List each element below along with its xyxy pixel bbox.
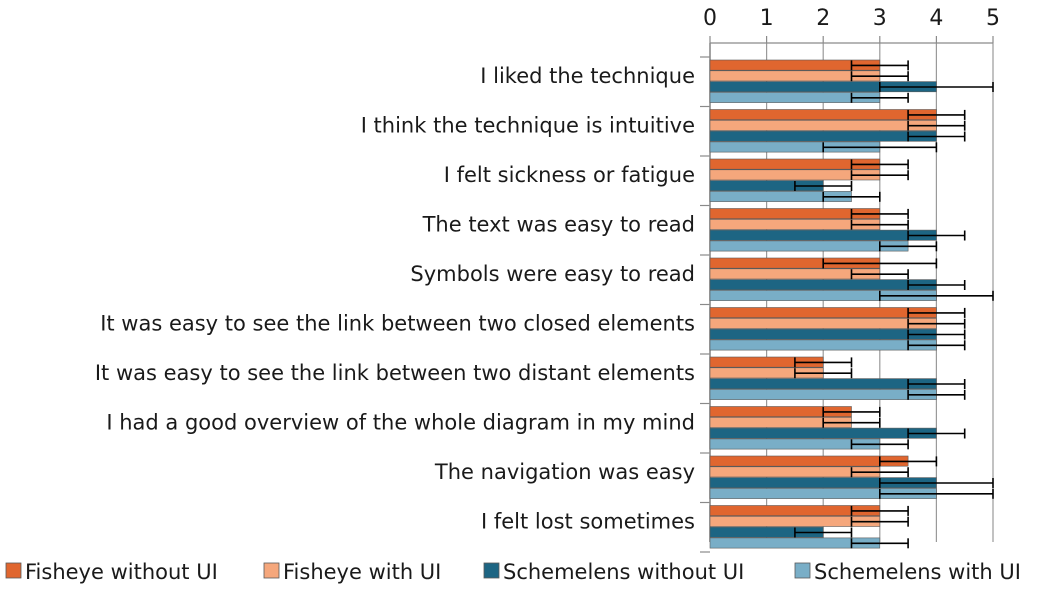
bar-series <box>709 59 937 549</box>
category-label: I felt lost sometimes <box>481 510 695 534</box>
error-bar <box>794 527 853 538</box>
bar <box>709 317 937 329</box>
bar <box>709 389 937 400</box>
legend-swatch <box>483 562 500 579</box>
error-bar <box>850 92 909 103</box>
category-label: I liked the technique <box>480 64 695 88</box>
error-bar <box>907 280 966 290</box>
category-label: The text was easy to read <box>422 213 695 237</box>
x-tick-label: 1 <box>760 6 774 31</box>
category-label: I had a good overview of the whole diagr… <box>106 411 695 435</box>
error-bar <box>878 290 994 301</box>
error-bars <box>794 60 994 549</box>
error-bar <box>907 307 966 318</box>
error-bar <box>878 82 994 92</box>
error-bar <box>907 131 966 142</box>
legend-label: Fisheye with UI <box>283 560 441 584</box>
bar <box>709 339 937 351</box>
bar <box>709 120 937 131</box>
bar <box>709 378 937 390</box>
error-bar <box>822 417 881 428</box>
error-bar <box>822 191 881 202</box>
error-bar <box>850 538 909 549</box>
bar <box>709 307 937 318</box>
error-bar <box>907 120 966 131</box>
error-bar <box>850 219 909 230</box>
x-tick-label: 0 <box>703 6 717 31</box>
error-bar <box>907 329 966 340</box>
bar <box>709 427 937 439</box>
legend: Fisheye without UI Fisheye with UI Schemel… <box>5 560 1021 584</box>
legend-item: Fisheye with UI <box>263 560 441 584</box>
legend-swatch <box>794 562 811 579</box>
category-label: I think the technique is intuitive <box>361 114 695 138</box>
error-bar <box>878 478 994 488</box>
error-bar <box>878 456 938 467</box>
error-bar <box>850 505 909 516</box>
legend-item: Fisheye without UI <box>5 560 218 584</box>
error-bar <box>850 269 909 280</box>
error-bar <box>850 60 909 71</box>
error-bar <box>907 379 966 389</box>
category-label: The navigation was easy <box>434 460 695 484</box>
error-bar <box>907 230 966 241</box>
error-bar <box>822 258 938 269</box>
error-bar <box>822 142 938 153</box>
bar <box>709 279 937 291</box>
legend-swatch <box>263 562 280 579</box>
category-label: Symbols were easy to read <box>410 262 695 286</box>
legend-swatch <box>5 562 22 579</box>
error-bar <box>907 340 966 351</box>
bar <box>709 455 909 467</box>
category-label: It was easy to see the link between two … <box>95 361 695 385</box>
error-bar <box>907 389 966 400</box>
error-bar <box>794 368 853 379</box>
error-bar <box>850 208 909 219</box>
error-bar <box>850 159 909 170</box>
legend-item: Schemelens with UI <box>794 560 1021 584</box>
category-labels: I liked the technique I think the techniq… <box>95 64 695 534</box>
error-bar <box>850 516 909 527</box>
x-tick-label: 2 <box>816 6 830 31</box>
error-bar <box>907 109 966 120</box>
legend-label: Schemelens without UI <box>503 560 744 584</box>
bar <box>709 109 937 120</box>
legend-label: Schemelens with UI <box>814 560 1021 584</box>
category-label: It was easy to see the link between two … <box>100 312 695 336</box>
legend-item: Schemelens without UI <box>483 560 744 584</box>
error-bar <box>850 71 909 82</box>
bar <box>709 130 937 142</box>
x-tick-label: 4 <box>929 6 943 31</box>
x-tick-label: 3 <box>873 6 887 31</box>
error-bar <box>850 439 909 450</box>
bar <box>709 240 909 252</box>
axes: 0 1 2 3 4 5 <box>700 6 1000 553</box>
legend-label: Fisheye without UI <box>25 560 218 584</box>
error-bar <box>794 357 853 368</box>
error-bar <box>878 241 938 252</box>
bar <box>709 328 937 340</box>
error-bar <box>794 181 853 191</box>
bar <box>709 229 937 241</box>
error-bar <box>850 467 909 478</box>
error-bar <box>850 170 909 181</box>
category-label: I felt sickness or fatigue <box>444 163 695 187</box>
error-bar <box>907 428 966 439</box>
x-tick-label: 5 <box>986 6 1000 31</box>
error-bar <box>878 488 994 499</box>
error-bar <box>822 406 881 417</box>
error-bar <box>907 318 966 329</box>
